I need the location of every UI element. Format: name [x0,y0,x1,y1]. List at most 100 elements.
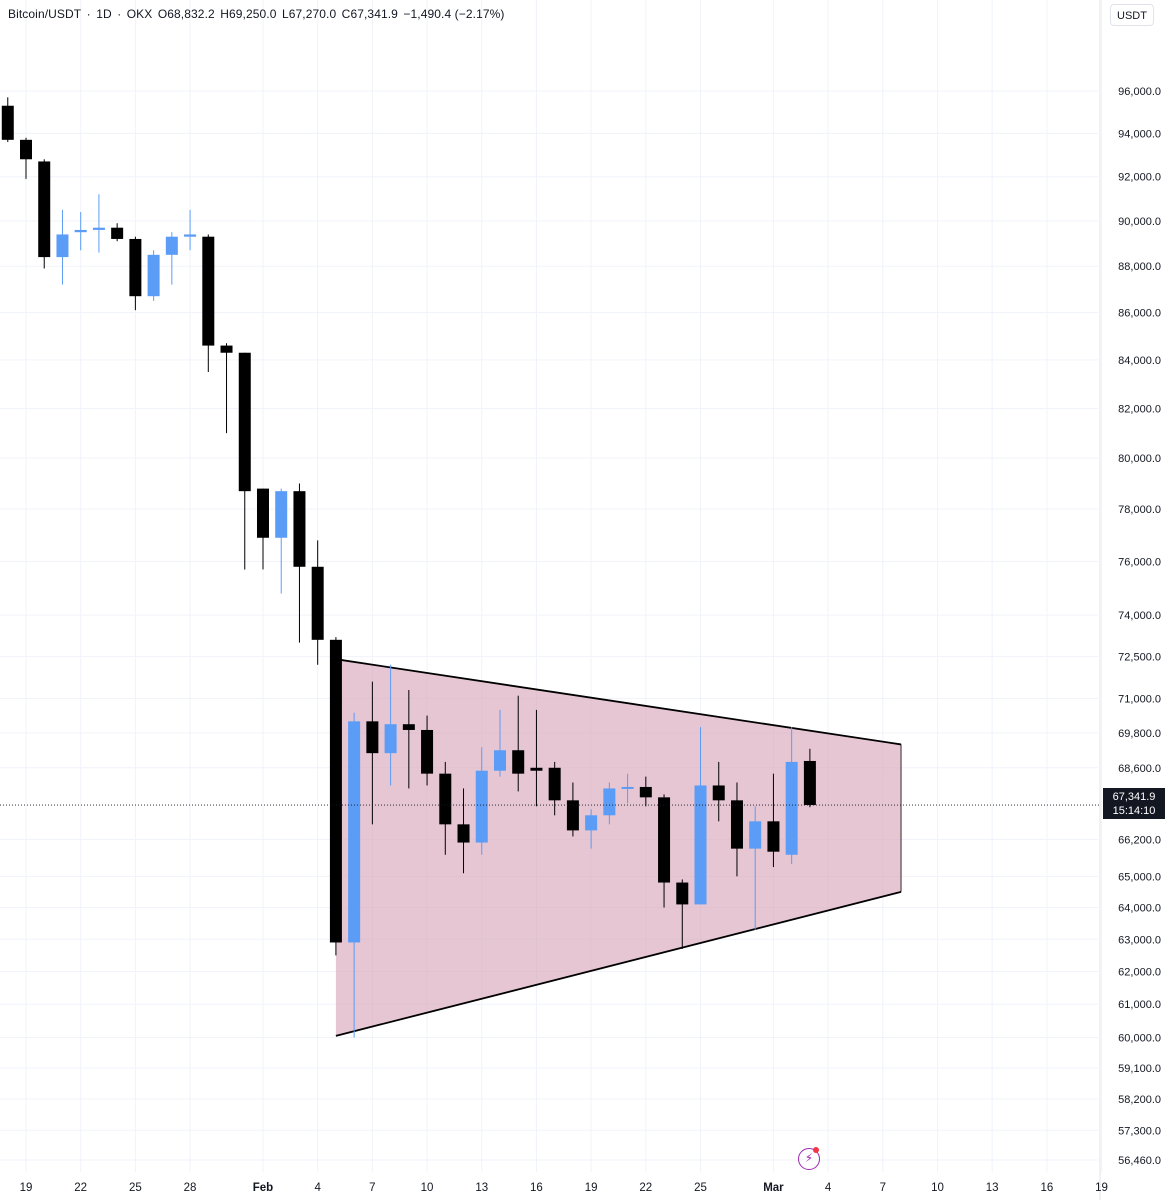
candle [111,223,124,242]
candle [730,782,743,877]
candle [767,773,780,868]
candle-body [1,105,14,140]
flash-icon[interactable]: ⚡ [798,1147,820,1170]
x-tick-label: 25 [694,1182,707,1194]
candle [184,209,197,251]
candle [785,727,798,864]
candle-body [38,161,51,258]
interval-label[interactable]: 1D [96,7,112,21]
candle [512,695,525,792]
candle [366,681,379,825]
candle-body [184,234,197,237]
candle [658,794,671,908]
y-tick-label: 58,200.0 [1118,1094,1161,1106]
y-tick-label: 66,200.0 [1118,834,1161,846]
candle [621,773,634,804]
x-tick-label: 16 [1040,1182,1053,1194]
candle-body [658,797,671,883]
x-tick-label: 22 [639,1182,652,1194]
x-tick-label: 25 [129,1182,142,1194]
open-value: O68,832.2 [157,7,215,21]
triangle-upper-line[interactable] [335,658,902,746]
y-tick-label: 80,000.0 [1118,453,1161,465]
candle [585,809,598,849]
y-tick-label: 59,100.0 [1118,1063,1161,1075]
candle-body [767,821,780,852]
notification-dot [813,1147,819,1153]
candle-body [621,786,634,789]
y-tick-label: 60,000.0 [1118,1033,1161,1045]
candle [384,664,397,786]
candle-body [749,821,762,849]
candle [1,97,14,142]
candle [694,727,707,905]
symbol-name[interactable]: Bitcoin/USDT [8,7,82,21]
candle-body [238,352,251,492]
candle [475,747,488,855]
candle-body [421,729,434,774]
x-tick-label: 19 [585,1182,598,1194]
last-price-badge: 67,341.9 15:14:10 [1103,788,1165,819]
candle [74,212,87,251]
candle-body [165,236,178,255]
triangle-fill[interactable] [335,659,902,1036]
x-tick-label: 10 [421,1182,434,1194]
y-tick-label: 92,000.0 [1118,172,1161,184]
candle-body [275,491,288,538]
x-tick-label: 13 [986,1182,999,1194]
y-tick-label: 74,000.0 [1118,610,1161,622]
x-tick-label: Feb [253,1182,273,1194]
candle-body [439,773,452,825]
candle [129,236,142,311]
triangle-pattern[interactable] [335,658,902,1037]
y-tick-label: 82,000.0 [1118,403,1161,415]
candles [0,97,1100,1038]
low-value: L67,270.0 [281,7,337,21]
y-tick-label: 57,300.0 [1118,1125,1161,1137]
separator-dot-2: · [117,7,122,21]
y-tick-label: 90,000.0 [1118,216,1161,228]
currency-button[interactable]: USDT [1110,4,1154,26]
candle-body [548,767,561,801]
x-tick-label: Mar [763,1182,784,1194]
candle-body [202,236,215,346]
candle [56,209,69,285]
candle [256,488,269,570]
candle-body [402,724,415,730]
separator-dot-1: · [86,7,91,21]
candle-body [639,786,652,798]
candle [220,343,233,434]
time-axis[interactable]: 19 22 25 28 Feb 4 7 10 13 16 19 22 25 Mar 4 7 10 13 16 19 [20,1182,1108,1194]
x-tick-label: 7 [369,1182,375,1194]
candle-body [493,750,506,771]
candle-body [111,227,124,239]
triangle-lower-line[interactable] [335,891,902,1037]
candle [530,709,543,807]
candle-body [785,761,798,855]
candle-body [457,824,470,843]
last-price-value: 67,341.9 [1112,791,1156,803]
candle [293,483,306,643]
y-tick-label: 65,000.0 [1118,871,1161,883]
candle [639,776,652,807]
x-tick-label: 22 [74,1182,87,1194]
candle [165,232,178,285]
candle [92,194,105,253]
candle-body [220,345,233,353]
candle-body [329,639,342,943]
candle [439,761,452,855]
exchange-label: OKX [126,7,153,21]
candle [275,488,288,594]
x-tick-label: 4 [314,1182,321,1194]
high-value: H69,250.0 [220,7,277,21]
candle-body [603,788,616,816]
price-axis[interactable]: 96,000.0 94,000.0 92,000.0 90,000.0 88,000.0… [1099,0,1161,1200]
y-tick-label: 62,000.0 [1118,966,1161,978]
x-tick-label: 13 [475,1182,488,1194]
candle [20,137,32,179]
candle [712,761,725,822]
candle-body [512,750,525,774]
y-tick-label: 78,000.0 [1118,504,1161,516]
